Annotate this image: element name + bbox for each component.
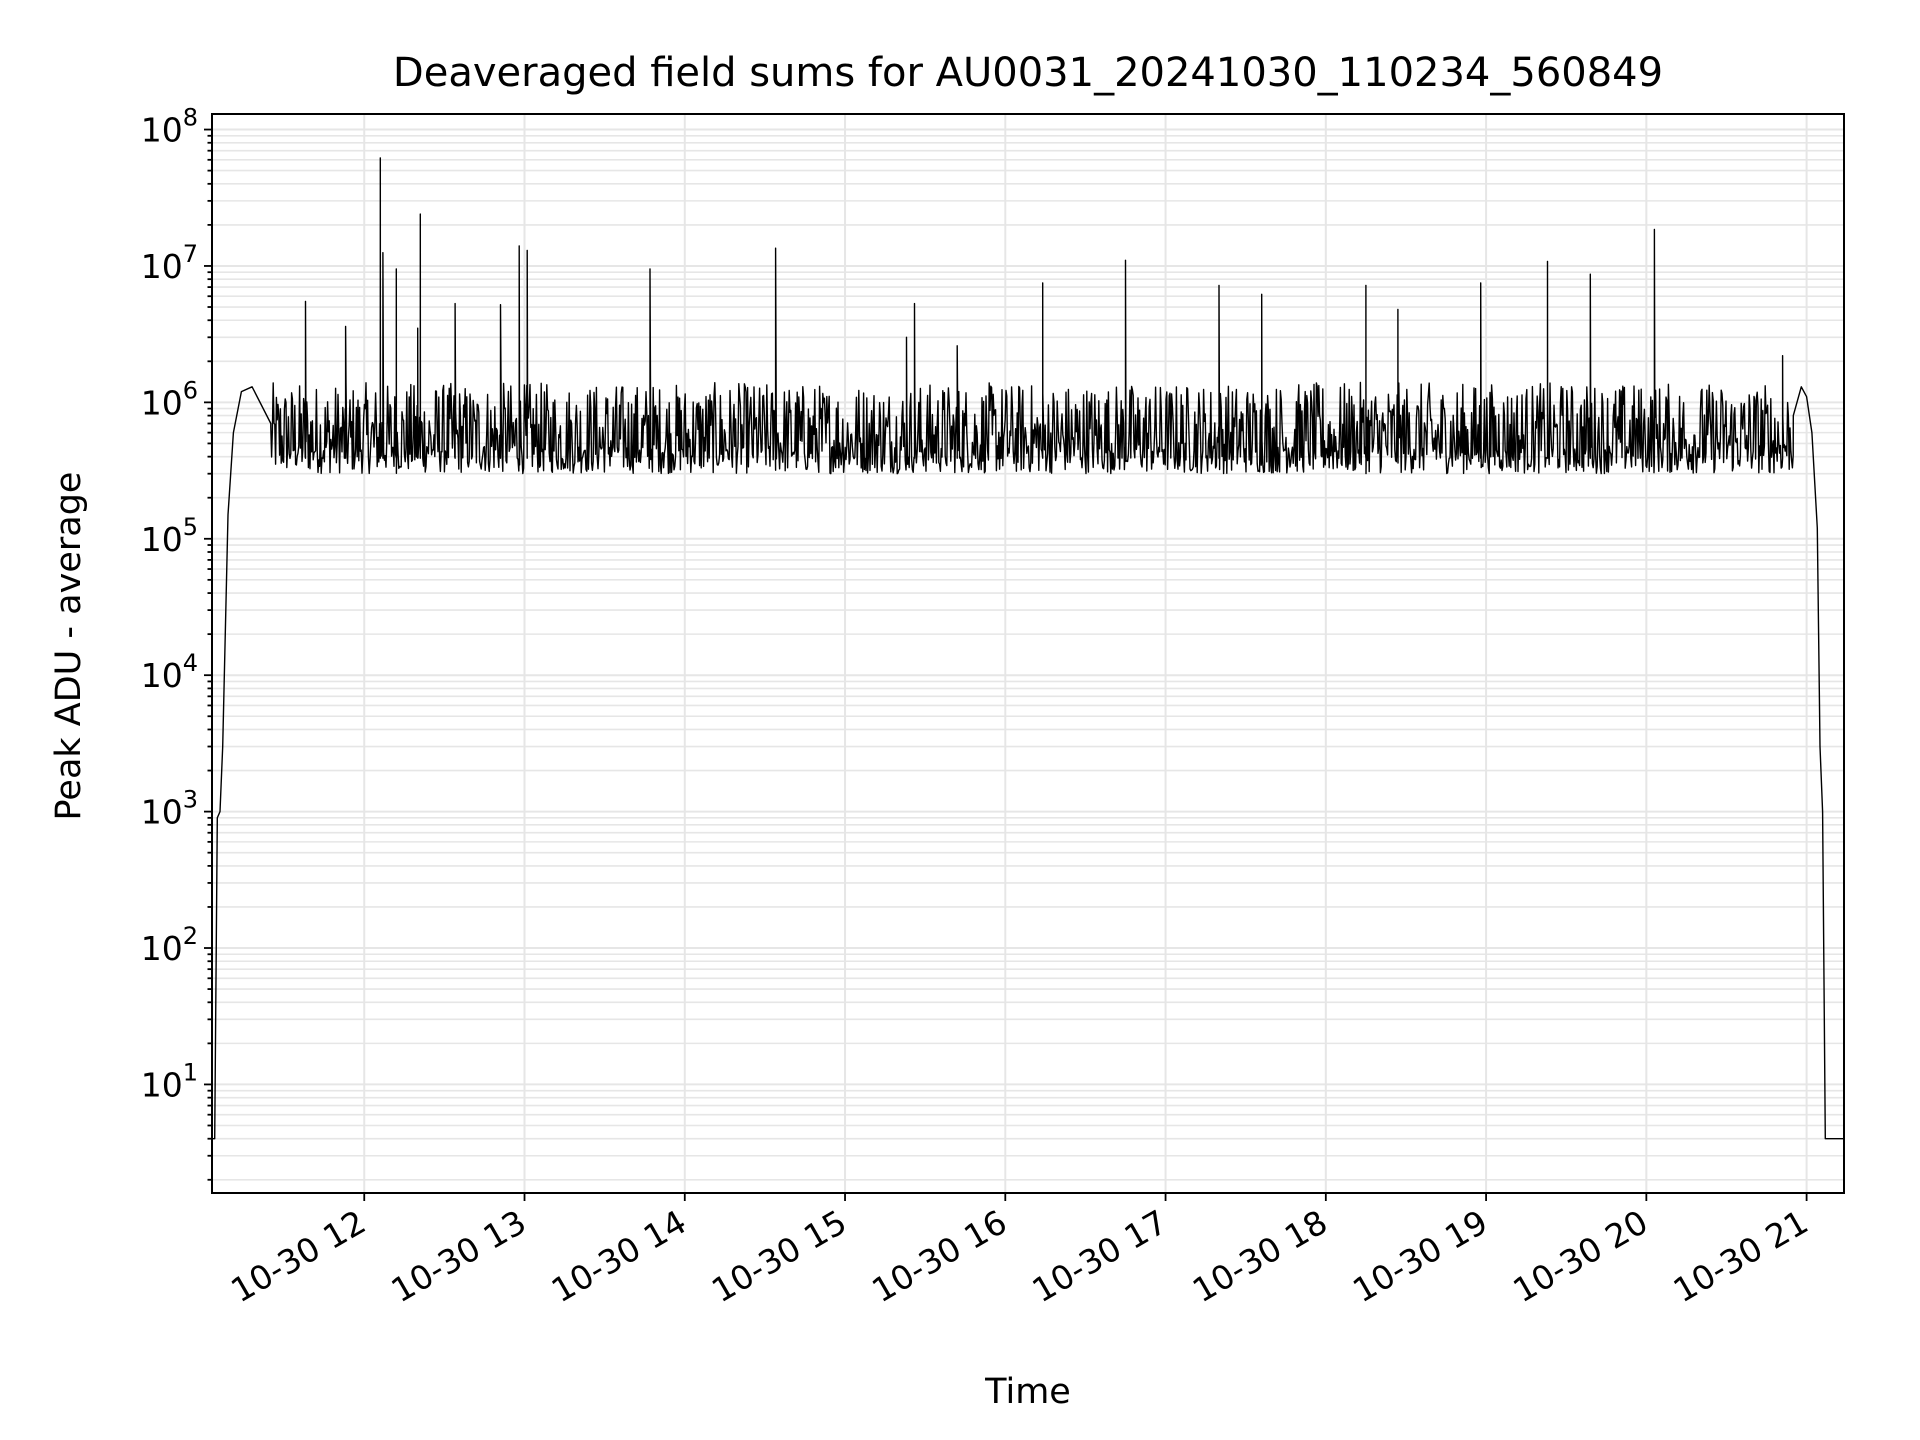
y-tick-label: 105 bbox=[141, 513, 198, 559]
plot-frame bbox=[211, 113, 1845, 1194]
y-tick-label: 106 bbox=[141, 376, 198, 422]
y-tick-label: 104 bbox=[141, 649, 198, 695]
peak-adu-line bbox=[212, 157, 1844, 1140]
data-series bbox=[212, 157, 1844, 1140]
chart-title: Deaveraged field sums for AU0031_2024103… bbox=[393, 50, 1663, 96]
y-tick-label: 103 bbox=[141, 786, 198, 832]
y-tick-label: 101 bbox=[141, 1058, 198, 1104]
y-tick-label: 102 bbox=[141, 922, 198, 968]
grid-lines bbox=[212, 114, 1844, 1193]
y-axis-label: Peak ADU - average bbox=[49, 472, 89, 821]
x-axis-label: Time bbox=[984, 1372, 1071, 1412]
y-tick-label: 108 bbox=[141, 104, 198, 150]
y-tick-label: 107 bbox=[141, 240, 198, 286]
